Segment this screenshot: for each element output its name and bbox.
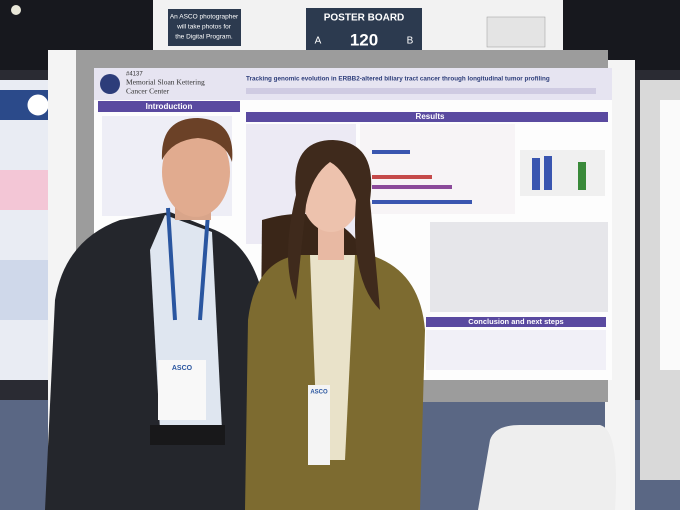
board-label: POSTER BOARD xyxy=(324,13,405,24)
figure-bar xyxy=(372,150,410,154)
figure-bar xyxy=(578,162,586,190)
figure-bar xyxy=(372,200,472,204)
section-title: Conclusion and next steps xyxy=(468,317,563,326)
hair xyxy=(288,140,380,310)
hair xyxy=(161,118,233,162)
poster-title: Tracking genomic evolution in ERBB2-alte… xyxy=(246,76,550,83)
section-header xyxy=(98,101,240,112)
author-line xyxy=(246,88,596,94)
badge xyxy=(158,360,206,420)
woman: ASCO xyxy=(245,140,425,510)
figure-bar xyxy=(544,156,552,190)
side-a: A xyxy=(315,36,322,47)
badge-text: ASCO xyxy=(310,390,328,396)
figure-bar xyxy=(372,175,432,179)
poster-number: #4137 xyxy=(126,72,143,78)
board-number: 120 xyxy=(350,30,378,49)
left-poster-figure xyxy=(0,170,50,210)
chair xyxy=(478,425,616,510)
figure-bar xyxy=(532,158,540,190)
right-poster xyxy=(660,100,680,370)
badge-text: ASCO xyxy=(172,365,193,372)
badge xyxy=(308,385,330,465)
left-poster-logo xyxy=(24,91,52,119)
notice-line: the Digital Program. xyxy=(175,34,233,41)
sign-thumbnail xyxy=(486,16,546,48)
side-b: B xyxy=(407,36,414,47)
conclusion-text xyxy=(426,330,606,370)
ceiling-light xyxy=(11,5,21,15)
institution: Memorial Sloan Kettering xyxy=(126,78,205,87)
section-title: Introduction xyxy=(146,102,193,111)
notice-box xyxy=(168,9,241,46)
man: ASCO xyxy=(45,118,270,510)
poster-board-sign: An ASCO photographer will take photos fo… xyxy=(153,0,563,52)
results-figure xyxy=(360,124,515,214)
figure-bar xyxy=(372,185,452,189)
belt xyxy=(150,425,225,445)
poster-header xyxy=(94,68,612,100)
board-number-box xyxy=(306,8,422,52)
heatmap xyxy=(430,222,608,312)
section-header xyxy=(426,317,606,327)
notice-line: will take photos for xyxy=(176,24,232,31)
institution: Cancer Center xyxy=(126,87,170,96)
lanyard xyxy=(166,207,210,321)
institution-logo xyxy=(100,74,120,94)
notice-line: An ASCO photographer xyxy=(170,14,239,21)
section-title: Results xyxy=(416,112,445,121)
left-poster-table xyxy=(0,260,50,320)
section-header xyxy=(246,112,608,122)
face xyxy=(162,127,230,217)
